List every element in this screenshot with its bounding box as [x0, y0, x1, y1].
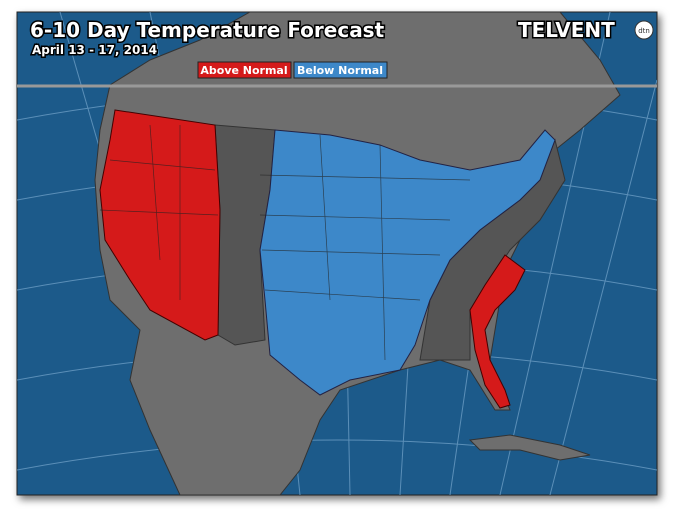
cuba — [468, 434, 591, 461]
brand: TELVENT — [518, 18, 615, 42]
brand-tag: dtn — [638, 27, 650, 35]
legend-label: Above Normal — [200, 64, 287, 77]
above-normal-southeast — [469, 254, 526, 409]
legend-swatch — [197, 61, 292, 79]
below-normal-region — [259, 129, 556, 396]
subtitle: April 13 - 17, 2014 — [32, 43, 157, 57]
map — [17, 12, 657, 495]
state-borders — [99, 124, 471, 361]
legend-swatch — [293, 61, 388, 79]
title: 6-10 Day Temperature Forecast — [30, 18, 385, 42]
legend-label: Below Normal — [297, 64, 383, 77]
brand-badge — [634, 20, 654, 40]
